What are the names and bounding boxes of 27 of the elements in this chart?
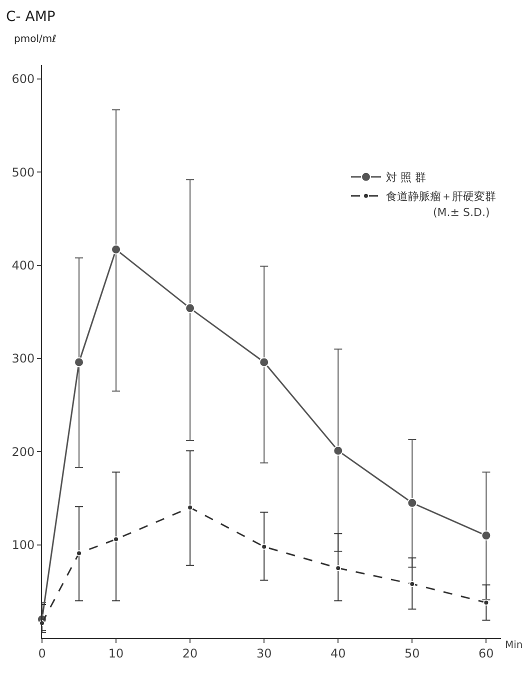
- legend-label: 食道静脈瘤＋肝硬変群: [386, 190, 496, 204]
- x-tick-label: 60: [478, 646, 494, 660]
- y-tick-label: 400: [12, 258, 35, 273]
- x-tick-label: 50: [404, 646, 420, 660]
- point: [407, 498, 418, 508]
- y-tick-label: 100: [12, 538, 35, 552]
- y-tick-label: 300: [12, 352, 35, 366]
- point: [409, 580, 416, 587]
- chart-title: C- AMP: [6, 9, 56, 25]
- point: [481, 530, 492, 541]
- x-axis-title: Min: [505, 640, 523, 651]
- point: [185, 303, 196, 314]
- x-tick-label: 10: [108, 646, 124, 660]
- x-tick-label: 20: [182, 646, 198, 660]
- legend-label: 対 照 群: [386, 171, 426, 184]
- y-axis-title: pmol/mℓ: [14, 34, 56, 45]
- annotation: (M.± S.D.): [433, 206, 490, 219]
- point: [259, 357, 270, 368]
- x-tick-label: 30: [256, 646, 272, 660]
- y-tick-label: 200: [12, 444, 35, 459]
- point: [111, 244, 122, 254]
- point: [333, 446, 344, 456]
- x-tick-label: 0: [38, 646, 46, 660]
- x-tick-label: 40: [330, 646, 346, 660]
- point: [74, 357, 84, 368]
- y-tick-label: 600: [12, 72, 35, 86]
- y-tick-label: 500: [12, 165, 35, 180]
